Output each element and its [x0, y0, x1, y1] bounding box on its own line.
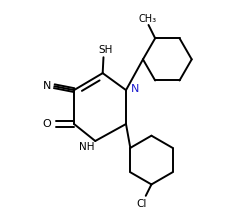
- Text: CH₃: CH₃: [138, 14, 156, 24]
- Text: SH: SH: [99, 45, 113, 55]
- Text: Cl: Cl: [136, 199, 147, 209]
- Text: NH: NH: [79, 142, 94, 152]
- Text: N: N: [131, 84, 140, 94]
- Text: N: N: [43, 81, 51, 91]
- Text: O: O: [42, 119, 51, 129]
